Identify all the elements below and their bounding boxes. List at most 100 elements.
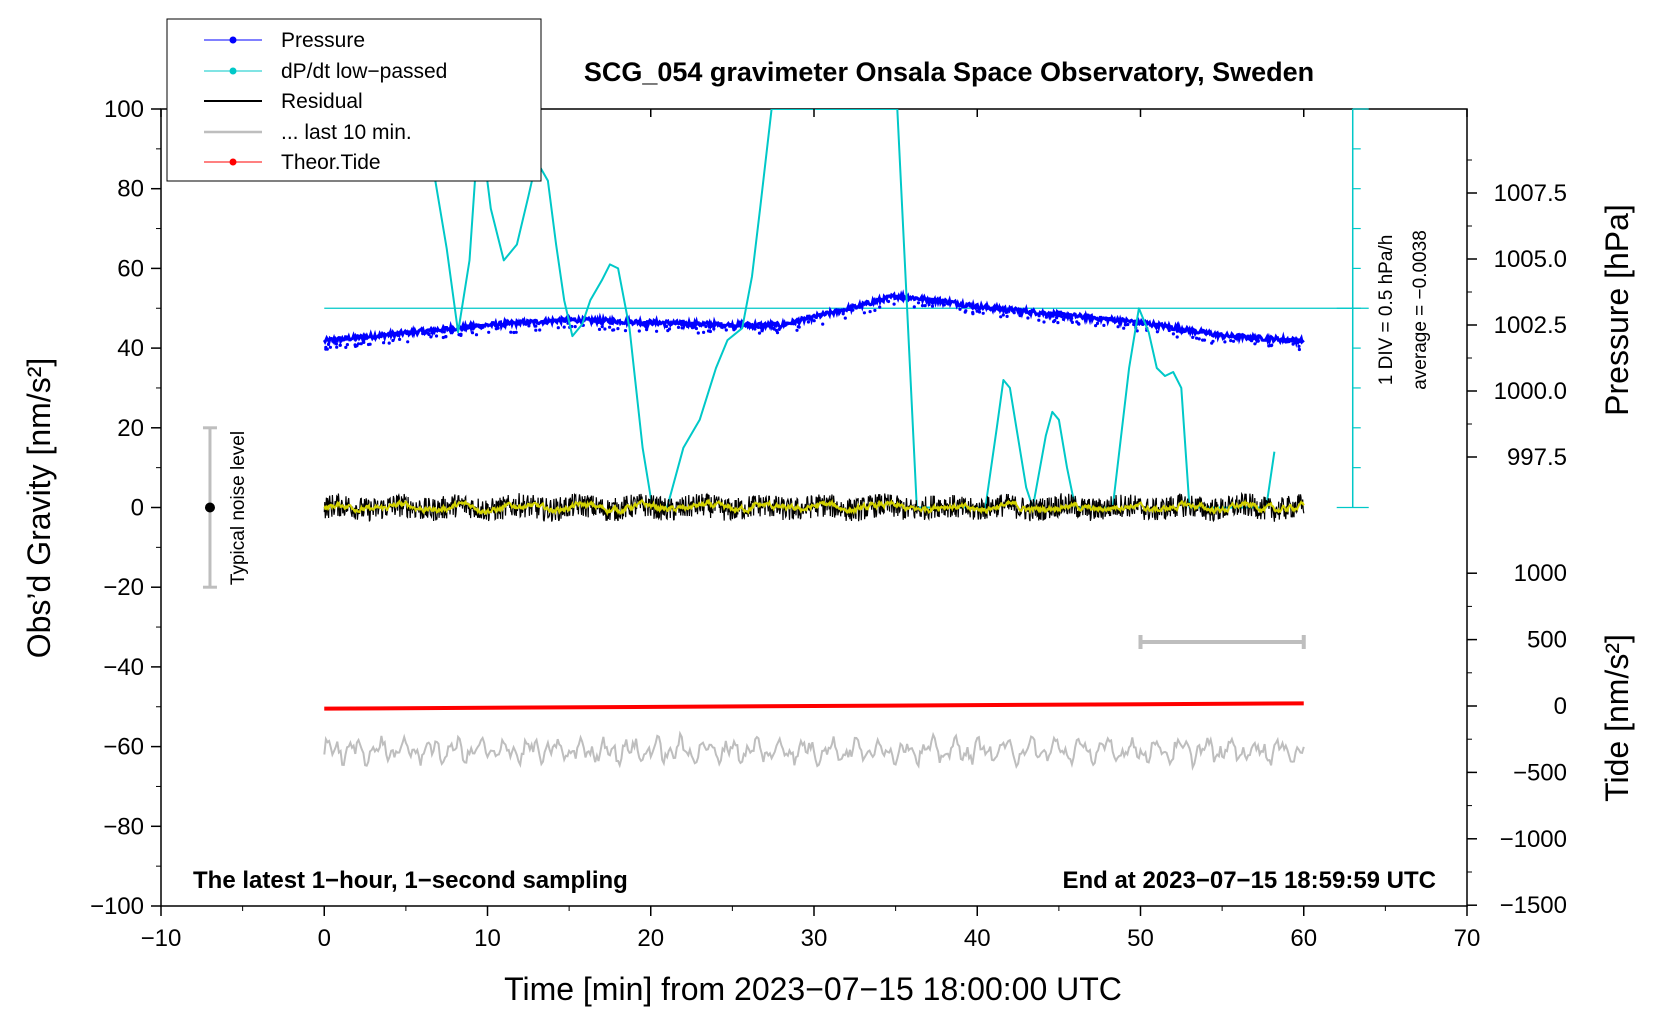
pressure-point bbox=[843, 316, 847, 320]
pressure-point bbox=[1267, 344, 1271, 348]
pressure-point bbox=[326, 342, 331, 346]
pressure-point bbox=[1175, 335, 1179, 339]
pressure-point bbox=[345, 343, 349, 347]
pressure-tick-label: 997.5 bbox=[1507, 444, 1567, 471]
pressure-point bbox=[611, 328, 615, 332]
pressure-point bbox=[359, 342, 363, 346]
pressure-tick-label: 1002.5 bbox=[1494, 312, 1567, 339]
pressure-point bbox=[1195, 336, 1199, 340]
y-tick-label: −40 bbox=[103, 654, 144, 681]
pressure-point bbox=[474, 333, 479, 337]
tide-line bbox=[324, 701, 1304, 711]
pressure-point bbox=[644, 324, 648, 328]
pressure-point bbox=[1253, 342, 1257, 346]
pressure-point bbox=[680, 323, 684, 327]
pressure-point bbox=[1191, 335, 1195, 339]
pressure-point bbox=[851, 308, 855, 312]
pressure-point bbox=[1112, 319, 1116, 323]
pressure-point bbox=[841, 312, 845, 316]
pressure-point bbox=[979, 306, 983, 310]
y-tick-label: 40 bbox=[117, 335, 144, 362]
pressure-point bbox=[353, 343, 357, 347]
y-tick-label: −60 bbox=[103, 734, 144, 761]
pressure-point bbox=[1070, 316, 1074, 320]
legend-label-tide: Theor.Tide bbox=[281, 151, 381, 174]
pressure-point bbox=[958, 307, 962, 311]
pressure-point bbox=[543, 321, 547, 325]
pressure-point bbox=[623, 329, 628, 333]
tide-tick-label: 500 bbox=[1527, 627, 1567, 654]
pressure-tick-label: 1000.0 bbox=[1494, 378, 1567, 405]
pressure-point bbox=[331, 339, 335, 343]
pressure-point bbox=[1132, 322, 1136, 327]
pressure-point bbox=[470, 331, 475, 335]
last10-line bbox=[323, 730, 1305, 771]
pressure-point bbox=[597, 319, 602, 323]
pressure-point bbox=[749, 325, 753, 329]
pressure-point bbox=[1037, 318, 1041, 322]
pressure-point bbox=[629, 321, 634, 325]
pressure-point bbox=[1094, 324, 1098, 328]
pressure-point bbox=[1037, 314, 1041, 318]
pressure-point bbox=[964, 309, 968, 313]
pressure-point bbox=[1001, 313, 1005, 317]
pressure-point bbox=[797, 325, 801, 329]
x-axis-title: Time [min] from 2023−07−15 18:00:00 UTC bbox=[504, 971, 1122, 1007]
pressure-point bbox=[1222, 336, 1226, 340]
pressure-point bbox=[481, 325, 485, 329]
pressure-point bbox=[387, 341, 391, 345]
dpdt-scale-label: 1 DIV = 0.5 hPa/h bbox=[1376, 235, 1397, 386]
pressure-point bbox=[930, 304, 935, 308]
tide-tick-label: −500 bbox=[1513, 759, 1567, 786]
legend-item-pressure: Pressure bbox=[204, 29, 365, 52]
pressure-point bbox=[680, 326, 684, 330]
y-tick-label: 80 bbox=[117, 176, 144, 203]
pressure-point bbox=[509, 330, 513, 334]
pressure-point bbox=[759, 326, 763, 330]
pressure-point bbox=[459, 332, 463, 336]
x-tick-label: 40 bbox=[964, 925, 991, 952]
pressure-point bbox=[754, 324, 758, 329]
pressure-point bbox=[335, 345, 339, 349]
pressure-point bbox=[1042, 320, 1046, 324]
pressure-point bbox=[639, 321, 643, 325]
pressure-point bbox=[1250, 339, 1254, 343]
pressure-point bbox=[760, 329, 764, 333]
pressure-point bbox=[659, 322, 663, 326]
pressure-point bbox=[434, 334, 439, 338]
pressure-point bbox=[887, 299, 891, 304]
pressure-point bbox=[712, 327, 716, 331]
pressure-point bbox=[328, 345, 332, 349]
pressure-point bbox=[777, 327, 781, 331]
tide-tick-label: 0 bbox=[1554, 693, 1567, 720]
pressure-point bbox=[771, 326, 775, 330]
pressure-point bbox=[797, 320, 801, 325]
pressure-point bbox=[379, 335, 383, 339]
x-tick-label: 0 bbox=[318, 925, 331, 952]
residual-smoothed-line bbox=[323, 498, 1305, 517]
pressure-point bbox=[753, 327, 757, 331]
pressure-point bbox=[977, 310, 982, 314]
pressure-point bbox=[1171, 332, 1175, 336]
pressure-point bbox=[554, 320, 559, 324]
x-tick-label: 30 bbox=[801, 925, 828, 952]
pressure-point bbox=[1076, 321, 1080, 326]
pressure-point bbox=[1044, 315, 1048, 319]
pressure-point bbox=[1178, 327, 1182, 331]
pressure-point bbox=[1026, 316, 1030, 320]
tide-tick-label: 1000 bbox=[1514, 560, 1567, 587]
pressure-point bbox=[878, 305, 882, 309]
pressure-point bbox=[597, 327, 602, 331]
pressure-point bbox=[1248, 336, 1252, 340]
pressure-point bbox=[724, 328, 728, 332]
pressure-point bbox=[806, 320, 811, 324]
pressure-point bbox=[892, 302, 896, 306]
pressure-point bbox=[920, 304, 925, 308]
pressure-point bbox=[1096, 318, 1100, 322]
y-tick-label: 20 bbox=[117, 415, 144, 442]
pressure-point bbox=[676, 325, 681, 329]
end-time-note: End at 2023−07−15 18:59:59 UTC bbox=[1062, 867, 1436, 894]
y-tick-label: 0 bbox=[131, 495, 144, 522]
pressure-point bbox=[1297, 347, 1301, 352]
pressure-point bbox=[1141, 322, 1145, 326]
